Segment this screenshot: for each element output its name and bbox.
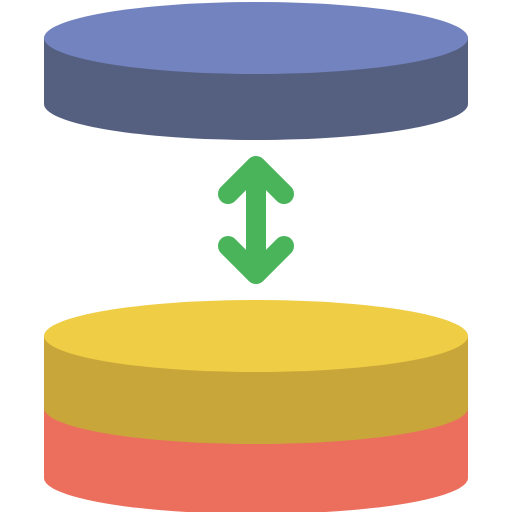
- arrow-head-down: [218, 236, 294, 284]
- double-arrow-icon: [218, 156, 294, 284]
- top-disc-face: [44, 2, 468, 74]
- bottom-disc-top-face: [44, 300, 468, 372]
- arrow-head-up: [218, 156, 294, 204]
- top-disc: [44, 2, 468, 140]
